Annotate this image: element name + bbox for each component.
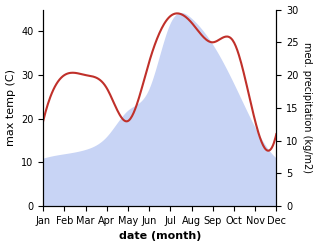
Y-axis label: med. precipitation (kg/m2): med. precipitation (kg/m2) (302, 42, 313, 173)
X-axis label: date (month): date (month) (119, 231, 201, 242)
Y-axis label: max temp (C): max temp (C) (5, 69, 16, 146)
